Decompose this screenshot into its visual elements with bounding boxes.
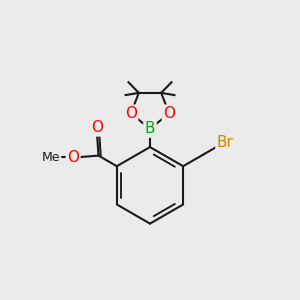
Text: B: B bbox=[145, 121, 155, 136]
Text: O: O bbox=[67, 150, 79, 165]
Text: O: O bbox=[125, 106, 137, 121]
Text: O: O bbox=[91, 120, 103, 135]
Text: Br: Br bbox=[217, 135, 234, 150]
Text: Me: Me bbox=[42, 151, 61, 164]
Text: O: O bbox=[163, 106, 175, 121]
